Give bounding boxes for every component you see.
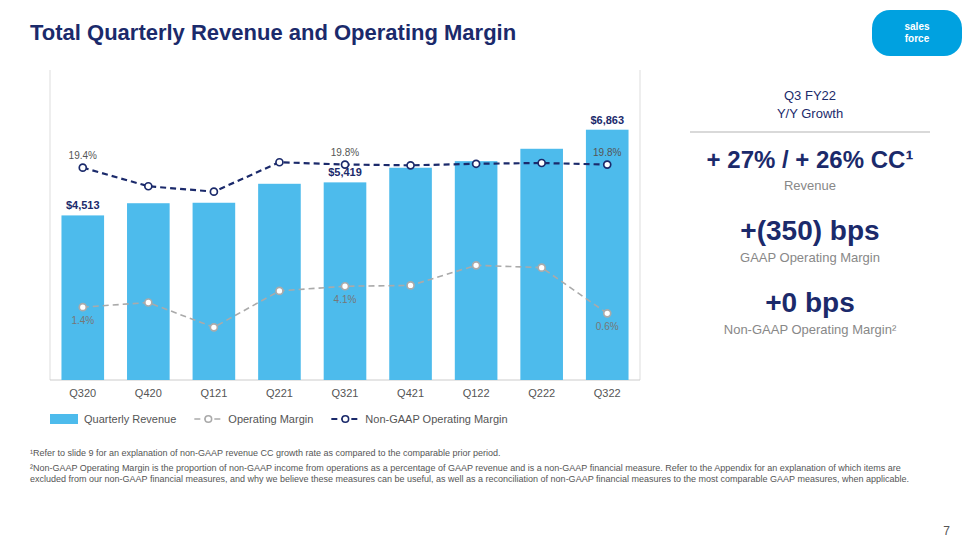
marker xyxy=(79,304,86,311)
footnote: ¹Refer to slide 9 for an explanation of … xyxy=(30,448,930,459)
bar xyxy=(520,149,563,380)
title: Total Quarterly Revenue and Operating Ma… xyxy=(30,20,516,45)
line xyxy=(83,265,607,327)
x-tick-label: Q122 xyxy=(463,387,490,399)
marker xyxy=(604,310,611,317)
bar xyxy=(586,130,629,380)
panel-value: + 27% / + 26% CC¹ xyxy=(707,146,914,173)
line xyxy=(83,162,607,191)
marker xyxy=(79,164,86,171)
legend-swatch xyxy=(50,414,78,424)
x-tick-label: Q222 xyxy=(528,387,555,399)
x-tick-label: Q221 xyxy=(266,387,293,399)
panel-label: Non-GAAP Operating Margin² xyxy=(724,322,897,337)
y-axis-line xyxy=(50,70,51,380)
marker xyxy=(473,160,480,167)
marker xyxy=(342,283,349,290)
x-tick-label: Q420 xyxy=(135,387,162,399)
marker xyxy=(538,264,545,271)
marker xyxy=(473,262,480,269)
logo-text: salesforce xyxy=(904,21,929,44)
bar xyxy=(193,203,236,380)
marker xyxy=(407,282,414,289)
x-tick-label: Q322 xyxy=(594,387,621,399)
line-label: 1.4% xyxy=(71,315,94,326)
line-label: 0.6% xyxy=(596,321,619,332)
panel-heading: Y/Y Growth xyxy=(777,106,843,121)
marker xyxy=(210,188,217,195)
data-labels: $4,513 $5,419 $6,863 1.4% 4.1% 0.6% 19.4% 19.8%… xyxy=(66,114,624,333)
marker xyxy=(210,324,217,331)
bar xyxy=(389,168,432,380)
marker xyxy=(538,160,545,167)
x-tick-label: Q421 xyxy=(397,387,424,399)
bar xyxy=(61,215,104,380)
line-label: 19.8% xyxy=(593,147,621,158)
panel-value: +0 bps xyxy=(765,287,854,318)
bar xyxy=(324,182,367,380)
y2-axis-line xyxy=(640,70,641,380)
legend-marker xyxy=(205,416,212,423)
panel-label: GAAP Operating Margin xyxy=(740,250,880,265)
bar xyxy=(127,203,170,380)
line-label: 19.4% xyxy=(69,150,97,161)
marker xyxy=(604,161,611,168)
line-label: 4.1% xyxy=(334,294,357,305)
legend-label: Operating Margin xyxy=(228,413,313,425)
footnote: ²Non-GAAP Operating Margin is the propor… xyxy=(30,463,930,485)
bar xyxy=(258,184,301,380)
plot-area xyxy=(61,130,628,380)
panel-value: +(350) bps xyxy=(740,215,879,246)
legend: Quarterly Revenue Operating Margin Non-GAA… xyxy=(50,413,508,425)
legend-marker xyxy=(342,416,349,423)
marker xyxy=(276,287,283,294)
marker xyxy=(276,159,283,166)
x-tick-label: Q321 xyxy=(332,387,359,399)
bar-label: $5,419 xyxy=(328,166,362,178)
line-label: 19.8% xyxy=(331,147,359,158)
legend-label: Quarterly Revenue xyxy=(84,413,176,425)
separator xyxy=(690,131,930,133)
page-number: 7 xyxy=(943,524,950,538)
marker xyxy=(407,162,414,169)
panel-label: Revenue xyxy=(784,178,836,193)
bar-label: $6,863 xyxy=(590,114,624,126)
legend-label: Non-GAAP Operating Margin xyxy=(365,413,507,425)
marker xyxy=(145,299,152,306)
logo xyxy=(872,10,962,56)
x-tick-label: Q121 xyxy=(200,387,227,399)
bar-label: $4,513 xyxy=(66,199,100,211)
x-tick-label: Q320 xyxy=(69,387,96,399)
marker xyxy=(145,183,152,190)
panel-heading: Q3 FY22 xyxy=(784,88,836,103)
